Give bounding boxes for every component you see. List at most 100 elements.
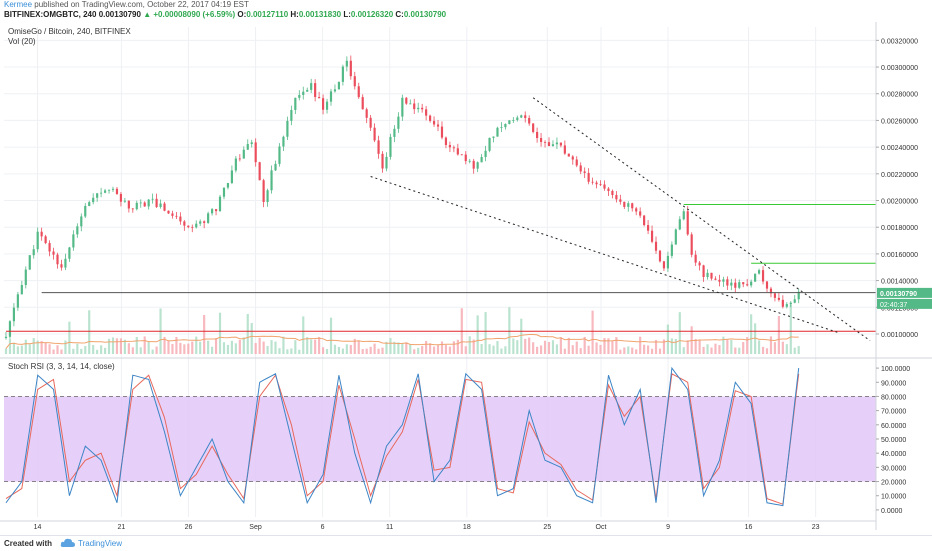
candle-body [777, 297, 780, 300]
candle-body [373, 127, 376, 141]
volume-legend: Vol (20) [8, 37, 36, 46]
volume-bar [76, 343, 79, 354]
volume-bar [789, 304, 792, 354]
candle-body [635, 208, 638, 212]
time-tick-label: 26 [185, 524, 193, 531]
volume-bar [12, 342, 15, 354]
candle-body [789, 302, 792, 305]
candle-body [468, 160, 471, 162]
candle-body [234, 158, 237, 171]
volume-bar [397, 342, 400, 354]
volume-bar [274, 341, 277, 354]
publish-info: Kermee published on TradingView.com, Oct… [4, 0, 249, 9]
volume-bar [401, 343, 404, 354]
candle-body [682, 211, 685, 220]
volume-bar [524, 338, 527, 354]
volume-bar [599, 344, 602, 354]
candle-body [750, 281, 753, 286]
volume-bar [559, 337, 562, 354]
candle-body [734, 282, 737, 288]
candle-body [155, 198, 158, 207]
volume-bar [456, 339, 459, 354]
candle-body [187, 225, 190, 228]
chart-canvas[interactable]: 0.00320000 0.00300000 0.00280000 0.00260000… [0, 22, 932, 535]
volume-bar [757, 340, 761, 354]
author-link[interactable]: Kermee [4, 0, 33, 9]
volume-bar [702, 346, 705, 354]
candle-body [591, 181, 594, 183]
candle-body [619, 199, 622, 202]
volume-bar [448, 346, 451, 354]
volume-bar [563, 348, 566, 354]
volume-bar [88, 310, 91, 354]
volume-bar [167, 340, 170, 354]
candle-body [551, 144, 555, 147]
candle-body [175, 215, 178, 217]
candle-body [670, 244, 673, 256]
candle-body [587, 172, 590, 182]
candle-body [179, 216, 182, 222]
volume-bar [361, 348, 364, 354]
candle-body [60, 264, 63, 268]
candle-body [167, 210, 170, 214]
candle-body [425, 109, 428, 116]
volume-bar [777, 315, 780, 354]
volume-bar [246, 313, 249, 354]
candle-body [56, 254, 59, 265]
time-tick-label: 6 [321, 524, 325, 531]
time-tick-label: 11 [386, 524, 393, 531]
up-arrow-icon: ▲ [143, 10, 152, 19]
volume-bar [769, 336, 773, 354]
candle-body [36, 231, 39, 250]
candle-body [333, 89, 337, 92]
volume-bar [464, 346, 467, 354]
candle-body [694, 254, 697, 263]
candle-body [611, 190, 614, 196]
price-tick-label: 0.00160000 [881, 252, 918, 259]
candle-body [599, 184, 602, 186]
candle-body [369, 117, 372, 128]
volume-bar [377, 348, 380, 354]
volume-bar [547, 341, 551, 354]
candle-body [757, 270, 761, 274]
volume-bar [333, 344, 337, 354]
volume-bar [290, 348, 293, 354]
volume-bar [734, 347, 737, 354]
candle-body [325, 101, 329, 110]
volume-bar [64, 340, 67, 354]
volume-bar [650, 348, 654, 354]
tradingview-link[interactable]: TradingView [78, 539, 123, 548]
candle-body [409, 103, 412, 105]
volume-bar [357, 340, 360, 354]
volume-bar [302, 316, 305, 354]
volume-bar [405, 342, 408, 354]
volume-bar [187, 343, 190, 354]
candle-body [88, 202, 91, 206]
volume-bar [440, 341, 444, 354]
candle-body [127, 200, 130, 209]
candle-body [84, 205, 87, 217]
candle-body [151, 198, 154, 200]
volume-bar [28, 344, 31, 354]
candle-body [563, 145, 566, 154]
price-tick-label: 0.00220000 [881, 172, 918, 179]
candle-body [147, 199, 150, 207]
volume-bar [611, 340, 614, 354]
candle-body [191, 227, 194, 228]
candle-body [512, 119, 515, 121]
volume-bar [520, 318, 523, 354]
candle-body [214, 209, 218, 212]
volume-bar [214, 338, 218, 354]
candle-body [678, 219, 681, 230]
volume-bar [282, 336, 285, 354]
rsi-tick-label: 70.0000 [881, 409, 906, 416]
volume-bar [353, 338, 356, 354]
candle-body [793, 299, 796, 303]
candle-body [504, 123, 507, 128]
price-tick-label: 0.00200000 [881, 199, 918, 206]
volume-bar [571, 345, 574, 354]
candle-body [765, 281, 769, 289]
candle-body [100, 192, 103, 194]
volume-bar [191, 341, 194, 354]
candle-body [266, 190, 269, 203]
